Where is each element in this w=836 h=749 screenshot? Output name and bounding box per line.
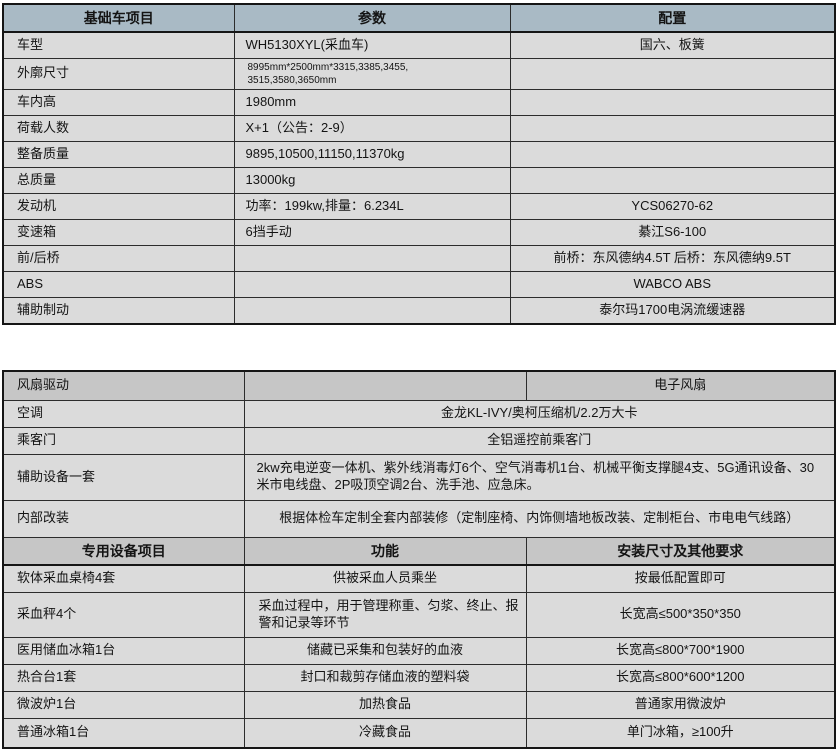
param-cell bbox=[233, 296, 511, 325]
requirement-cell: 普通家用微波炉 bbox=[525, 690, 836, 719]
value-cell: 根据体检车定制全套内部装修（定制座椅、内饰侧墙地板改装、定制柜台、市电电气线路） bbox=[243, 499, 836, 538]
row-label: 发动机 bbox=[2, 192, 235, 220]
value-cell: 金龙KL-IVY/奥柯压缩机/2.2万大卡 bbox=[243, 399, 836, 428]
function-cell: 封口和裁剪存储血液的塑料袋 bbox=[243, 663, 527, 692]
table-row-auxiliary-brake: 辅助制动 泰尔玛1700电涡流缓速器 bbox=[2, 296, 836, 325]
param-cell: WH5130XYL(采血车) bbox=[233, 31, 511, 59]
row-label: 内部改装 bbox=[2, 499, 245, 538]
config-cell bbox=[509, 166, 836, 194]
row-label: 整备质量 bbox=[2, 140, 235, 168]
config-cell bbox=[509, 140, 836, 168]
function-cell: 供被采血人员乘坐 bbox=[243, 564, 527, 593]
table1-header-row: 基础车项目 参数 配置 bbox=[2, 3, 836, 33]
table-row-blood-collection-seats: 软体采血桌椅4套 供被采血人员乘坐 按最低配置即可 bbox=[2, 564, 836, 593]
requirement-cell: 单门冰箱，≥100升 bbox=[525, 717, 836, 749]
param-cell: 9895,10500,11150,11370kg bbox=[233, 140, 511, 168]
table-row-curb-weight: 整备质量 9895,10500,11150,11370kg bbox=[2, 140, 836, 168]
table-row-interior-height: 车内高 1980mm bbox=[2, 88, 836, 116]
table-row-engine: 发动机 功率：199kw,排量：6.234L YCS06270-62 bbox=[2, 192, 836, 220]
param-cell bbox=[233, 244, 511, 272]
row-label: 外廓尺寸 bbox=[2, 57, 235, 90]
table-row-outer-dimensions: 外廓尺寸 8995mm*2500mm*3315,3385,3455, 3515,… bbox=[2, 57, 836, 90]
function-cell: 储藏已采集和包装好的血液 bbox=[243, 636, 527, 665]
param-cell: X+1（公告：2-9） bbox=[233, 114, 511, 142]
row-label: 车型 bbox=[2, 31, 235, 59]
table-row-gearbox: 变速箱 6挡手动 綦江S6-100 bbox=[2, 218, 836, 246]
table-row-fan-drive: 风扇驱动 电子风扇 bbox=[2, 370, 836, 401]
requirement-cell: 长宽高≤800*600*1200 bbox=[525, 663, 836, 692]
param-cell: 功率：199kw,排量：6.234L bbox=[233, 192, 511, 220]
config-cell: YCS06270-62 bbox=[509, 192, 836, 220]
param-cell: 6挡手动 bbox=[233, 218, 511, 246]
table-row-auxiliary-equipment: 辅助设备一套 2kw充电逆变一体机、紫外线消毒灯6个、空气消毒机1台、机械平衡支… bbox=[2, 453, 836, 501]
value-cell: 全铝遥控前乘客门 bbox=[243, 426, 836, 455]
table-row-passenger-door: 乘客门 全铝遥控前乘客门 bbox=[2, 426, 836, 455]
row-label: 辅助设备一套 bbox=[2, 453, 245, 501]
table2-header-row: 专用设备项目 功能 安装尺寸及其他要求 bbox=[2, 536, 836, 566]
base-vehicle-spec-table: 基础车项目 参数 配置 车型 WH5130XYL(采血车) 国六、板簧 外廓尺寸… bbox=[2, 3, 836, 325]
row-label: 空调 bbox=[2, 399, 245, 428]
table-row-passenger-capacity: 荷载人数 X+1（公告：2-9） bbox=[2, 114, 836, 142]
table-row-gross-weight: 总质量 13000kg bbox=[2, 166, 836, 194]
function-cell: 加热食品 bbox=[243, 690, 527, 719]
param-cell: 8995mm*2500mm*3315,3385,3455, 3515,3580,… bbox=[233, 57, 511, 90]
row-label: 热合台1套 bbox=[2, 663, 245, 692]
config-cell bbox=[509, 114, 836, 142]
row-label: 变速箱 bbox=[2, 218, 235, 246]
requirement-cell: 长宽高≤500*350*350 bbox=[525, 591, 836, 638]
table-row-abs: ABS WABCO ABS bbox=[2, 270, 836, 298]
table-row-regular-fridge: 普通冰箱1台 冷藏食品 单门冰箱，≥100升 bbox=[2, 717, 836, 749]
config-cell: 泰尔玛1700电涡流缓速器 bbox=[509, 296, 836, 325]
requirement-cell: 按最低配置即可 bbox=[525, 564, 836, 593]
row-label: 总质量 bbox=[2, 166, 235, 194]
param-cell bbox=[233, 270, 511, 298]
param-cell: 1980mm bbox=[233, 88, 511, 116]
config-cell bbox=[509, 57, 836, 90]
table-row-blood-scales: 采血秤4个 采血过程中，用于管理称重、匀浆、终止、报警和记录等环节 长宽高≤50… bbox=[2, 591, 836, 638]
config-cell: WABCO ABS bbox=[509, 270, 836, 298]
row-label: 微波炉1台 bbox=[2, 690, 245, 719]
table2-header-item: 专用设备项目 bbox=[2, 536, 245, 566]
config-cell: 国六、板簧 bbox=[509, 31, 836, 59]
row-label: 荷载人数 bbox=[2, 114, 235, 142]
table-row-vehicle-model: 车型 WH5130XYL(采血车) 国六、板簧 bbox=[2, 31, 836, 59]
row-label: 前/后桥 bbox=[2, 244, 235, 272]
param-cell bbox=[243, 370, 527, 401]
table-row-interior-modification: 内部改装 根据体检车定制全套内部装修（定制座椅、内饰侧墙地板改装、定制柜台、市电… bbox=[2, 499, 836, 538]
param-cell: 13000kg bbox=[233, 166, 511, 194]
table-row-medical-blood-fridge: 医用储血冰箱1台 储藏已采集和包装好的血液 长宽高≤800*700*1900 bbox=[2, 636, 836, 665]
row-label: 软体采血桌椅4套 bbox=[2, 564, 245, 593]
function-cell: 采血过程中，用于管理称重、匀浆、终止、报警和记录等环节 bbox=[243, 591, 527, 638]
row-label: ABS bbox=[2, 270, 235, 298]
config-cell: 前桥：东风德纳4.5T 后桥：东风德纳9.5T bbox=[509, 244, 836, 272]
config-cell bbox=[509, 88, 836, 116]
config-cell: 綦江S6-100 bbox=[509, 218, 836, 246]
row-label: 乘客门 bbox=[2, 426, 245, 455]
function-cell: 冷藏食品 bbox=[243, 717, 527, 749]
table-row-microwave: 微波炉1台 加热食品 普通家用微波炉 bbox=[2, 690, 836, 719]
table-row-heat-sealer: 热合台1套 封口和裁剪存储血液的塑料袋 长宽高≤800*600*1200 bbox=[2, 663, 836, 692]
table1-header-config: 配置 bbox=[509, 3, 836, 33]
equipment-spec-table: 风扇驱动 电子风扇 空调 金龙KL-IVY/奥柯压缩机/2.2万大卡 乘客门 全… bbox=[2, 370, 836, 749]
table2-header-requirements: 安装尺寸及其他要求 bbox=[525, 536, 836, 566]
row-label: 采血秤4个 bbox=[2, 591, 245, 638]
table1-header-param: 参数 bbox=[233, 3, 511, 33]
config-cell: 电子风扇 bbox=[525, 370, 836, 401]
table-row-air-conditioner: 空调 金龙KL-IVY/奥柯压缩机/2.2万大卡 bbox=[2, 399, 836, 428]
requirement-cell: 长宽高≤800*700*1900 bbox=[525, 636, 836, 665]
table1-header-item: 基础车项目 bbox=[2, 3, 235, 33]
table-row-axles: 前/后桥 前桥：东风德纳4.5T 后桥：东风德纳9.5T bbox=[2, 244, 836, 272]
row-label: 辅助制动 bbox=[2, 296, 235, 325]
row-label: 风扇驱动 bbox=[2, 370, 245, 401]
row-label: 医用储血冰箱1台 bbox=[2, 636, 245, 665]
row-label: 车内高 bbox=[2, 88, 235, 116]
value-cell: 2kw充电逆变一体机、紫外线消毒灯6个、空气消毒机1台、机械平衡支撑腿4支、5G… bbox=[243, 453, 836, 501]
table2-header-function: 功能 bbox=[243, 536, 527, 566]
row-label: 普通冰箱1台 bbox=[2, 717, 245, 749]
